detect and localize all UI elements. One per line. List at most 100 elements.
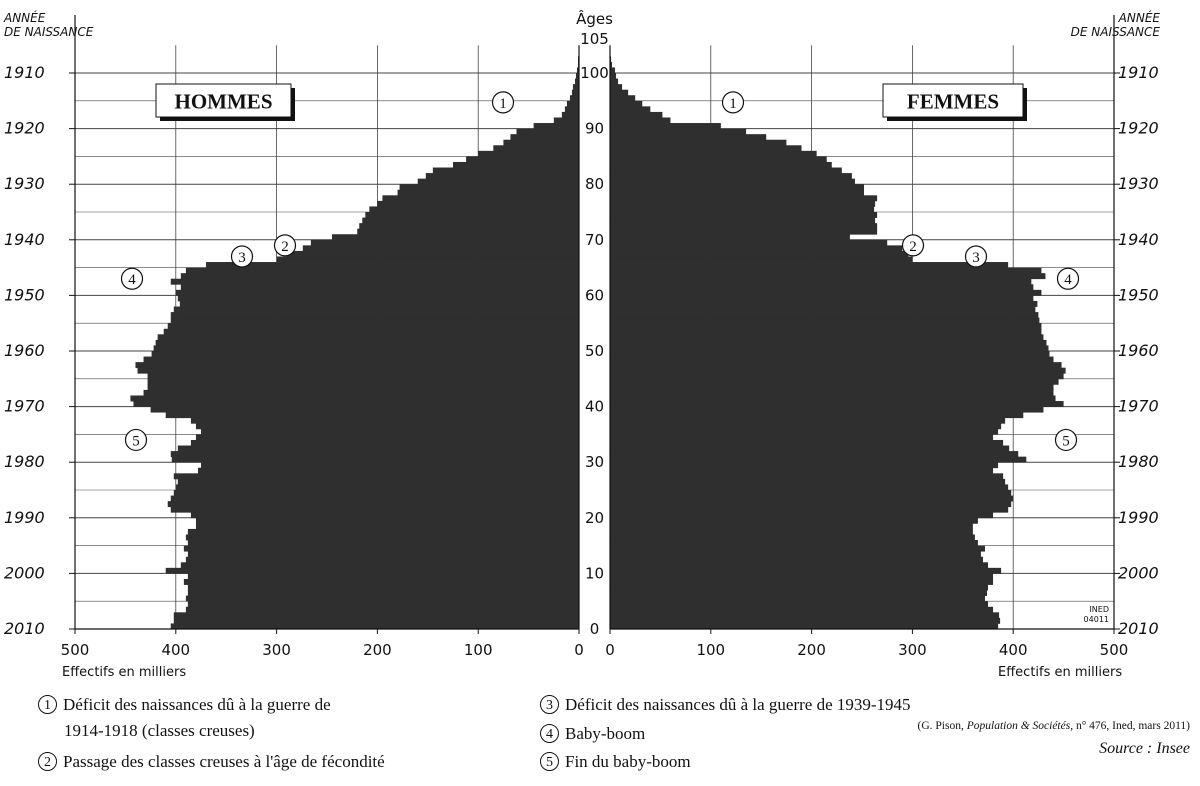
- credit-open: (G. Pison,: [917, 720, 967, 732]
- year-label-left-1950: 1950: [4, 285, 45, 304]
- bar-femmes-age-11: [610, 562, 988, 569]
- bar-femmes-age-40: [610, 401, 1064, 407]
- year-label-right-1930: 1930: [1118, 174, 1159, 193]
- bar-femmes-age-19: [610, 517, 978, 524]
- bar-femmes-age-92: [610, 111, 663, 118]
- year-axis-title-left-2: DE NAISSANCE: [4, 25, 94, 39]
- bar-hommes-age-5: [185, 595, 579, 602]
- year-label-left-1910: 1910: [4, 63, 45, 82]
- legend-item-2: 2 Passage des classes creuses à l'âge de …: [38, 752, 385, 772]
- legend-item-4: 4 Baby-boom: [540, 724, 645, 744]
- bar-hommes-age-85: [478, 150, 579, 157]
- annotation-right-2: [901, 234, 925, 257]
- bar-femmes-age-32: [610, 445, 1010, 452]
- annotation-number-right-5: 5: [1062, 433, 1070, 449]
- bar-hommes-age-15: [187, 540, 579, 546]
- bar-hommes-age-63: [180, 273, 579, 280]
- bar-femmes-age-93: [610, 106, 651, 113]
- bar-hommes-age-14: [183, 545, 579, 552]
- bar-femmes-age-71: [610, 228, 878, 235]
- legend-item-1: 1 Déficit des naissances dû à la guerre d…: [38, 695, 331, 741]
- bar-femmes-age-42: [610, 389, 1054, 396]
- annotation-right-4: [1056, 267, 1080, 290]
- bar-hommes-age-72: [359, 223, 579, 230]
- bar-femmes-age-94: [610, 100, 643, 107]
- bar-femmes-age-52: [610, 334, 1044, 341]
- series-title-femmes-label: FEMMES: [907, 90, 999, 114]
- bar-hommes-age-90: [533, 123, 579, 129]
- bar-hommes-age-92: [561, 111, 579, 118]
- value-label-right-300: 300: [898, 641, 927, 659]
- bar-femmes-age-95: [610, 95, 636, 102]
- bar-femmes-age-16: [610, 534, 975, 541]
- bar-femmes-age-50: [610, 345, 1049, 352]
- bar-femmes-age-1: [610, 617, 1001, 624]
- unit-label-right: Effectifs en milliers: [998, 665, 1122, 680]
- bar-femmes-age-99: [610, 73, 617, 79]
- legend-text-1: Déficit des naissances dû à la guerre de: [63, 695, 331, 714]
- value-label-left-500: 500: [61, 641, 90, 659]
- credit-journal: Population & Sociétés: [966, 720, 1071, 732]
- bar-femmes-age-15: [610, 540, 978, 546]
- bar-hommes-age-33: [190, 439, 580, 446]
- value-label-left-0: 0: [574, 641, 584, 659]
- legend-number-2: 2: [38, 752, 57, 771]
- bar-femmes-age-33: [610, 439, 1004, 446]
- bar-femmes-age-98: [610, 78, 619, 85]
- annotation-number-left-5: 5: [132, 433, 140, 449]
- annotation-number-right-3: 3: [972, 250, 980, 266]
- year-label-right-1940: 1940: [1118, 230, 1159, 249]
- bar-hommes-age-25: [175, 484, 580, 491]
- year-label-left-1930: 1930: [4, 174, 45, 193]
- bar-hommes-age-91: [553, 117, 579, 124]
- legend-item-3: 3 Déficit des naissances dû à la guerre d…: [540, 695, 911, 715]
- bar-hommes-age-96: [571, 89, 579, 96]
- bar-femmes-age-7: [610, 584, 988, 591]
- bar-hommes-age-21: [170, 506, 579, 513]
- bar-femmes-age-17: [610, 528, 973, 535]
- age-label-90: 90: [585, 120, 604, 138]
- bar-femmes-age-2: [610, 612, 1000, 619]
- bar-femmes-age-86: [610, 145, 802, 152]
- bar-femmes-age-53: [610, 328, 1042, 335]
- bar-femmes-age-82: [610, 167, 842, 174]
- annotation-number-left-1: 1: [499, 96, 507, 112]
- bar-femmes-age-83: [610, 161, 832, 168]
- bar-femmes-age-44: [610, 378, 1059, 385]
- bar-hommes-age-57: [173, 306, 579, 313]
- bar-femmes-age-23: [610, 495, 1014, 502]
- bar-hommes-age-65: [206, 262, 580, 268]
- bar-hommes-age-34: [195, 434, 579, 441]
- bar-hommes-age-75: [369, 206, 579, 213]
- bar-hommes-age-39: [150, 406, 579, 413]
- bar-femmes-age-8: [610, 578, 994, 585]
- bar-hommes-age-29: [201, 462, 579, 469]
- axes: [69, 15, 1120, 634]
- series-title-femmes-box: [882, 83, 1024, 118]
- value-label-right-100: 100: [696, 641, 725, 659]
- annotation-number-right-4: 4: [1064, 272, 1072, 288]
- bar-hommes-age-31: [170, 451, 579, 458]
- bar-hommes-age-38: [165, 412, 579, 419]
- value-label-right-400: 400: [999, 641, 1028, 659]
- value-label-left-400: 400: [161, 641, 190, 659]
- bar-hommes-age-28: [197, 467, 579, 474]
- ined-stamp-line-1: INED: [1089, 605, 1109, 614]
- bar-hommes-age-100: [576, 67, 579, 74]
- bar-femmes-age-66: [610, 256, 913, 263]
- bar-hommes-age-93: [564, 106, 579, 113]
- bar-hommes-age-62: [170, 278, 579, 285]
- bar-hommes-age-30: [171, 456, 579, 463]
- year-label-left-1980: 1980: [4, 452, 45, 471]
- bar-femmes-age-74: [610, 212, 878, 218]
- bar-hommes-age-1: [173, 617, 579, 624]
- bar-femmes-age-64: [610, 267, 1042, 274]
- value-label-left-100: 100: [464, 641, 493, 659]
- bar-hommes-age-3: [185, 606, 579, 613]
- bar-hommes-age-35: [201, 428, 579, 435]
- age-axis-title: Âges: [576, 9, 613, 28]
- bar-hommes-age-36: [195, 423, 579, 430]
- bar-femmes-age-84: [610, 156, 827, 163]
- bar-femmes-age-3: [610, 606, 994, 613]
- bar-femmes-age-75: [610, 206, 875, 213]
